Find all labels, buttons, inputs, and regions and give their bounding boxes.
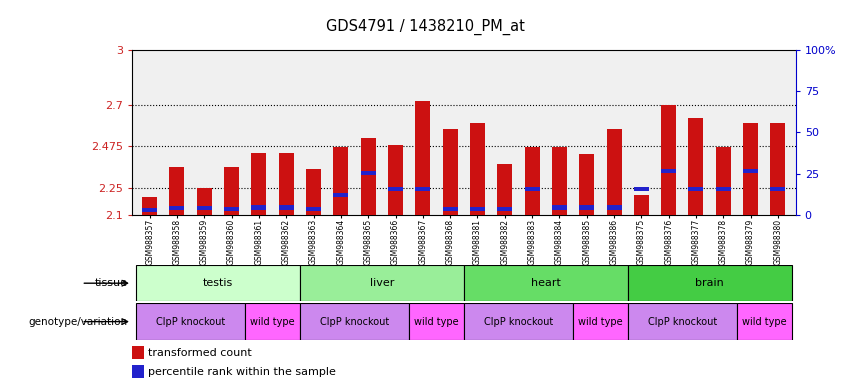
Bar <box>169 167 185 215</box>
Bar <box>388 187 403 191</box>
Bar <box>361 138 375 215</box>
Bar <box>716 147 731 215</box>
Text: GDS4791 / 1438210_PM_at: GDS4791 / 1438210_PM_at <box>326 19 525 35</box>
Bar <box>743 123 758 215</box>
Text: wild type: wild type <box>578 316 623 327</box>
Bar <box>279 153 294 215</box>
Bar <box>334 147 348 215</box>
Bar <box>552 147 567 215</box>
Text: ClpP knockout: ClpP knockout <box>320 316 389 327</box>
Bar <box>628 265 791 301</box>
Bar <box>716 187 731 191</box>
Bar <box>306 169 321 215</box>
Text: ClpP knockout: ClpP knockout <box>484 316 553 327</box>
Bar <box>770 123 785 215</box>
Text: wild type: wild type <box>742 316 786 327</box>
Bar <box>245 303 300 340</box>
Bar <box>279 205 294 210</box>
Bar <box>142 197 157 215</box>
Bar <box>497 207 512 211</box>
Text: wild type: wild type <box>414 316 459 327</box>
Bar <box>580 154 594 215</box>
Bar <box>628 303 737 340</box>
Bar <box>634 187 648 191</box>
Bar <box>497 164 512 215</box>
Bar <box>770 187 785 191</box>
Text: brain: brain <box>695 278 724 288</box>
Bar <box>300 303 409 340</box>
Bar <box>306 207 321 211</box>
Bar <box>388 145 403 215</box>
Bar <box>251 205 266 210</box>
Bar <box>136 303 245 340</box>
Bar <box>443 129 458 215</box>
Bar <box>415 187 431 191</box>
Text: testis: testis <box>203 278 233 288</box>
Bar <box>361 170 375 175</box>
Bar <box>661 105 677 215</box>
Bar <box>661 169 677 173</box>
Bar <box>197 187 212 215</box>
Bar <box>224 167 239 215</box>
Bar <box>688 187 704 191</box>
Bar <box>737 303 791 340</box>
Bar <box>443 207 458 211</box>
Bar <box>251 153 266 215</box>
Text: wild type: wild type <box>250 316 295 327</box>
Bar <box>573 303 628 340</box>
Bar <box>470 207 485 211</box>
Text: tissue: tissue <box>94 278 128 288</box>
Bar <box>415 101 431 215</box>
Bar <box>607 205 621 210</box>
Bar <box>552 205 567 210</box>
Text: transformed count: transformed count <box>149 348 252 358</box>
Bar <box>634 195 648 215</box>
Bar <box>224 207 239 211</box>
Bar <box>132 346 144 359</box>
Text: liver: liver <box>369 278 394 288</box>
Bar <box>132 365 144 378</box>
Bar <box>607 129 621 215</box>
Bar <box>580 205 594 210</box>
Text: ClpP knockout: ClpP knockout <box>156 316 226 327</box>
Bar <box>743 169 758 173</box>
Bar <box>464 265 628 301</box>
Bar <box>142 208 157 212</box>
Text: percentile rank within the sample: percentile rank within the sample <box>149 367 336 377</box>
Bar <box>169 207 185 210</box>
Text: genotype/variation: genotype/variation <box>29 316 128 327</box>
Bar <box>334 193 348 197</box>
Bar <box>524 147 540 215</box>
Bar <box>197 207 212 210</box>
Text: heart: heart <box>531 278 561 288</box>
Bar <box>300 265 464 301</box>
Bar <box>136 265 300 301</box>
Text: ClpP knockout: ClpP knockout <box>648 316 717 327</box>
Bar <box>470 123 485 215</box>
Bar <box>524 187 540 191</box>
Bar <box>409 303 464 340</box>
Bar <box>688 118 704 215</box>
Bar <box>464 303 573 340</box>
